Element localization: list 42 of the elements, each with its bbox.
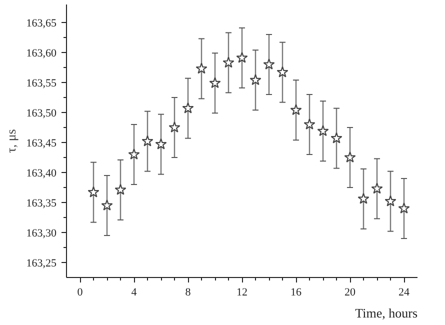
point	[182, 102, 194, 114]
point	[168, 121, 180, 132]
y-tick-label: 163,35	[26, 198, 57, 210]
x-tick-label: 4	[131, 286, 138, 298]
point	[114, 184, 126, 195]
point	[236, 52, 248, 63]
x-axis-title: Time, hours	[355, 306, 418, 320]
point	[344, 151, 356, 162]
x-tick-label: 12	[236, 286, 248, 298]
point	[155, 138, 167, 150]
y-tick-label: 163,45	[26, 138, 57, 150]
point	[142, 135, 154, 146]
point	[209, 77, 221, 88]
y-tick-label: 163,25	[26, 258, 57, 270]
point	[290, 104, 302, 116]
x-tick-label: 0	[77, 286, 84, 298]
y-tick-label: 163,65	[26, 18, 57, 30]
y-tick-label: 163,30	[26, 228, 57, 240]
x-tick-label: 16	[290, 286, 302, 298]
y-tick-label: 163,55	[26, 78, 57, 90]
point	[222, 56, 234, 68]
point	[196, 62, 208, 74]
point	[330, 132, 342, 144]
y-axis-title: τ, μs	[3, 129, 18, 153]
y-tick-label: 163,40	[26, 168, 57, 180]
point	[128, 148, 140, 160]
point	[398, 202, 410, 214]
point	[384, 195, 396, 206]
x-tick-label: 20	[344, 286, 356, 298]
point	[317, 125, 329, 136]
point	[358, 192, 370, 204]
point	[263, 58, 275, 70]
y-tick-label: 163,60	[26, 48, 57, 60]
point	[276, 66, 288, 78]
point	[88, 186, 100, 198]
point	[250, 74, 262, 86]
point	[101, 199, 113, 210]
point	[371, 182, 383, 194]
x-tick-label: 24	[398, 286, 410, 298]
x-tick-label: 8	[185, 286, 192, 298]
point	[304, 118, 316, 130]
y-tick-label: 163,50	[26, 108, 57, 120]
